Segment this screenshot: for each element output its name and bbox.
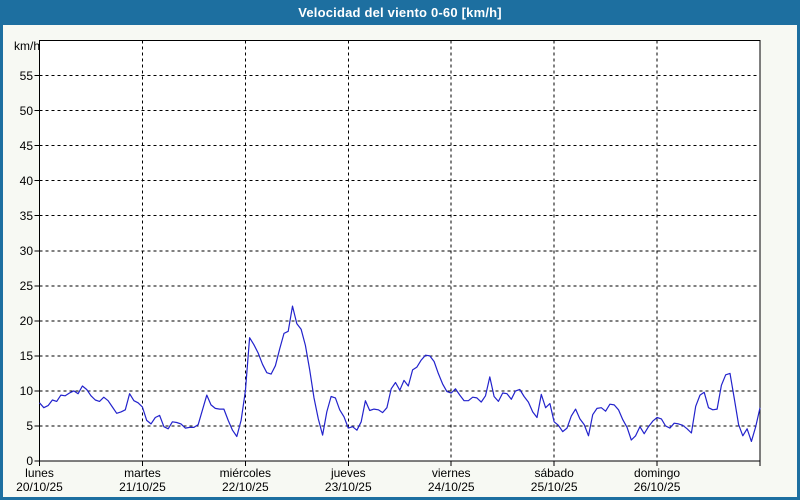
y-tick-label: 20 <box>19 313 33 328</box>
wind-speed-line <box>39 305 761 442</box>
x-day-label: jueves 23/10/25 <box>308 466 388 494</box>
day-date: 22/10/25 <box>221 480 269 494</box>
x-day-label: sábado 25/10/25 <box>514 466 594 494</box>
day-date: 25/10/25 <box>530 480 578 494</box>
y-tick-label: 30 <box>19 243 33 258</box>
x-day-label: lunes 20/10/25 <box>0 466 80 494</box>
y-tick-label: 35 <box>19 208 33 223</box>
day-name: viernes <box>431 466 471 480</box>
title-bar: Velocidad del viento 0-60 [km/h] <box>0 0 800 25</box>
y-tick-label: 25 <box>19 278 33 293</box>
day-name: sábado <box>534 466 574 480</box>
y-tick-label: 45 <box>19 138 33 153</box>
y-tick-label: 10 <box>19 383 33 398</box>
day-date: 21/10/25 <box>119 480 166 494</box>
day-name: miércoles <box>219 466 272 480</box>
x-day-label: martes 21/10/25 <box>102 466 182 494</box>
day-name: domingo <box>634 466 681 480</box>
chart-title: Velocidad del viento 0-60 [km/h] <box>298 5 502 20</box>
y-tick-label: 40 <box>19 173 33 188</box>
y-tick-label: 0 <box>26 454 33 468</box>
day-date: 20/10/25 <box>16 480 63 494</box>
x-day-label: domingo 26/10/25 <box>617 466 697 494</box>
x-day-label: viernes 24/10/25 <box>411 466 491 494</box>
x-day-label: miércoles 22/10/25 <box>205 466 285 494</box>
y-tick-label: 55 <box>19 68 33 83</box>
y-axis-unit-label: km/h <box>13 39 40 53</box>
day-date: 24/10/25 <box>427 480 475 494</box>
y-tick-label: 15 <box>19 348 33 363</box>
day-date: 23/10/25 <box>324 480 372 494</box>
day-name: martes <box>124 466 161 480</box>
y-tick-label: 5 <box>26 418 33 433</box>
day-date: 26/10/25 <box>633 480 681 494</box>
day-name: lunes <box>25 466 54 480</box>
y-tick-label: 50 <box>19 103 33 118</box>
plot-border <box>39 40 761 462</box>
day-name: jueves <box>330 466 366 480</box>
